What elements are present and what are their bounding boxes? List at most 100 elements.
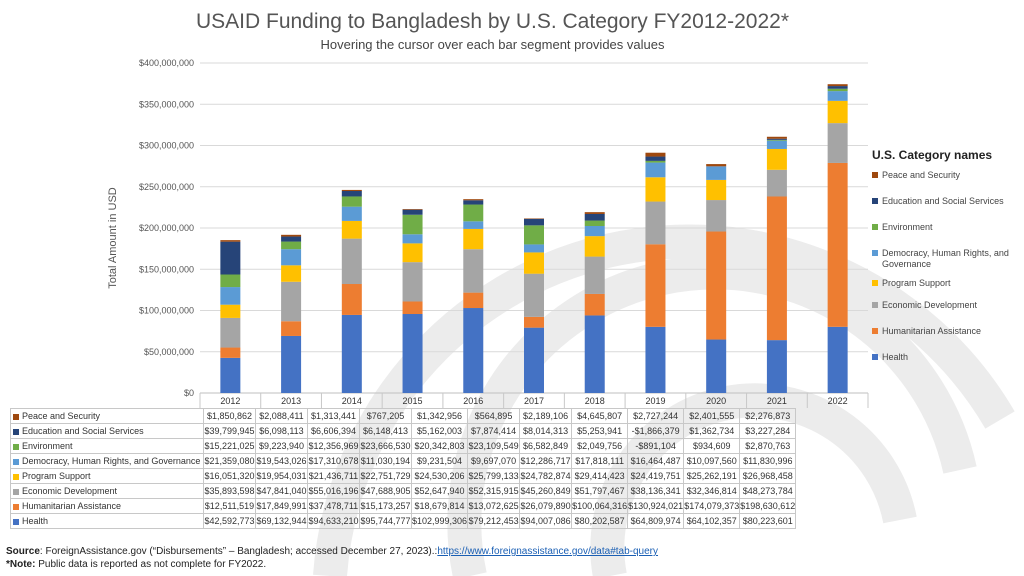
bar-segment[interactable]: [645, 177, 666, 202]
bar-segment[interactable]: [584, 256, 605, 294]
bar-segment[interactable]: [766, 140, 787, 149]
bar-segment[interactable]: [341, 196, 362, 207]
bar-segment[interactable]: [281, 281, 302, 322]
bar-segment[interactable]: [584, 213, 605, 221]
bar-segment[interactable]: [220, 240, 241, 242]
bar-segment[interactable]: [645, 326, 666, 393]
bar-segment[interactable]: [766, 196, 787, 341]
bar-segment[interactable]: [766, 340, 787, 393]
bar-segment[interactable]: [281, 265, 302, 282]
bar-segment[interactable]: [463, 221, 484, 229]
table-row: Environment $15,221,025 $9,223,940 $12,356,…: [10, 438, 797, 454]
source-link[interactable]: https://www.foreignassistance.gov/data#t…: [437, 546, 659, 557]
bar-segment[interactable]: [584, 315, 605, 393]
bar-segment[interactable]: [706, 231, 727, 340]
bar-segment[interactable]: [524, 252, 544, 274]
table-cell: $24,782,874: [519, 468, 573, 484]
table-cell: $6,582,849: [519, 438, 573, 454]
bar-segment[interactable]: [281, 234, 302, 237]
bar-segment[interactable]: [706, 339, 727, 393]
bar-segment[interactable]: [402, 214, 423, 235]
bar-segment[interactable]: [341, 191, 362, 197]
bar-segment[interactable]: [402, 243, 423, 263]
bar-segment[interactable]: [524, 273, 544, 317]
bar-segment[interactable]: [220, 274, 241, 288]
bar-segment[interactable]: [341, 284, 362, 315]
bar-segment[interactable]: [220, 317, 241, 348]
bar-segment[interactable]: [463, 292, 484, 309]
bar-segment[interactable]: [402, 314, 423, 393]
bar-segment[interactable]: [341, 314, 362, 393]
bar-segment[interactable]: [524, 316, 544, 328]
bar-segment[interactable]: [281, 321, 302, 336]
bar-segment[interactable]: [341, 206, 362, 221]
bar-segment[interactable]: [220, 287, 241, 305]
bar-segment[interactable]: [645, 156, 666, 161]
bar-segment[interactable]: [766, 169, 787, 197]
bar-segment[interactable]: [281, 236, 302, 242]
table-cell: $51,797,467: [571, 483, 629, 499]
table-swatch: [13, 518, 19, 525]
bar-segment[interactable]: [463, 204, 484, 222]
bar-segment[interactable]: [402, 262, 423, 302]
bar-segment[interactable]: [827, 84, 848, 87]
bar-segment[interactable]: [766, 136, 787, 139]
table-cell: $95,744,777: [359, 513, 412, 529]
bar-segment[interactable]: [827, 86, 848, 89]
bar-segment[interactable]: [220, 347, 241, 358]
bar-segment[interactable]: [827, 162, 848, 327]
table-cell: $6,098,113: [255, 423, 308, 439]
bar-segment[interactable]: [463, 200, 484, 205]
bar-segment[interactable]: [827, 91, 848, 101]
bar-segment[interactable]: [645, 152, 666, 157]
bar-segment[interactable]: [827, 123, 848, 163]
bar-segment[interactable]: [524, 225, 544, 245]
bar-segment[interactable]: [584, 293, 605, 316]
bar-segment[interactable]: [645, 162, 666, 178]
bar-segment[interactable]: [341, 220, 362, 239]
bar-segment[interactable]: [463, 228, 484, 250]
bar-segment[interactable]: [220, 304, 241, 318]
bar-segment[interactable]: [463, 199, 484, 201]
bar-segment[interactable]: [766, 148, 787, 170]
bar-segment[interactable]: [827, 100, 848, 124]
bar-segment[interactable]: [584, 236, 605, 257]
data-table: Peace and Security $1,850,862 $2,088,411 $1…: [10, 408, 797, 529]
bar-segment[interactable]: [524, 327, 544, 393]
x-tick-label: 2021: [767, 396, 787, 406]
bar-segment[interactable]: [402, 234, 423, 244]
bar-segment[interactable]: [584, 226, 605, 237]
bar-segment[interactable]: [281, 241, 302, 250]
bar-segment[interactable]: [402, 209, 423, 210]
bar-segment[interactable]: [341, 238, 362, 285]
table-cell: $38,136,341: [627, 483, 685, 499]
bar-segment[interactable]: [402, 301, 423, 315]
bar-segment[interactable]: [645, 244, 666, 327]
bar-segment[interactable]: [766, 139, 787, 141]
bar-segment[interactable]: [463, 308, 484, 393]
bar-segment[interactable]: [706, 179, 727, 201]
bar-segment[interactable]: [706, 166, 727, 180]
bar-segment[interactable]: [281, 335, 302, 393]
bar-segment[interactable]: [827, 88, 848, 92]
bar-segment[interactable]: [645, 201, 666, 245]
bar-segment[interactable]: [281, 249, 302, 266]
table-cell: $5,253,941: [571, 423, 629, 439]
bar-segment[interactable]: [645, 160, 666, 163]
bar-segment[interactable]: [584, 220, 605, 227]
bar-segment[interactable]: [827, 326, 848, 393]
table-cell: $37,478,711: [307, 498, 360, 514]
bar-segment[interactable]: [220, 357, 241, 393]
bar-segment[interactable]: [706, 200, 727, 232]
table-cell: $3,227,284: [739, 423, 797, 439]
bar-segment[interactable]: [463, 249, 484, 293]
bar-segment[interactable]: [402, 209, 423, 215]
bar-segment[interactable]: [766, 138, 787, 140]
bar-segment[interactable]: [524, 218, 544, 226]
bar-segment[interactable]: [341, 189, 362, 192]
legend-swatch: [872, 302, 878, 308]
bar-segment[interactable]: [584, 212, 605, 214]
bar-segment[interactable]: [220, 241, 241, 275]
bar-segment[interactable]: [706, 164, 727, 167]
bar-segment[interactable]: [524, 244, 544, 253]
